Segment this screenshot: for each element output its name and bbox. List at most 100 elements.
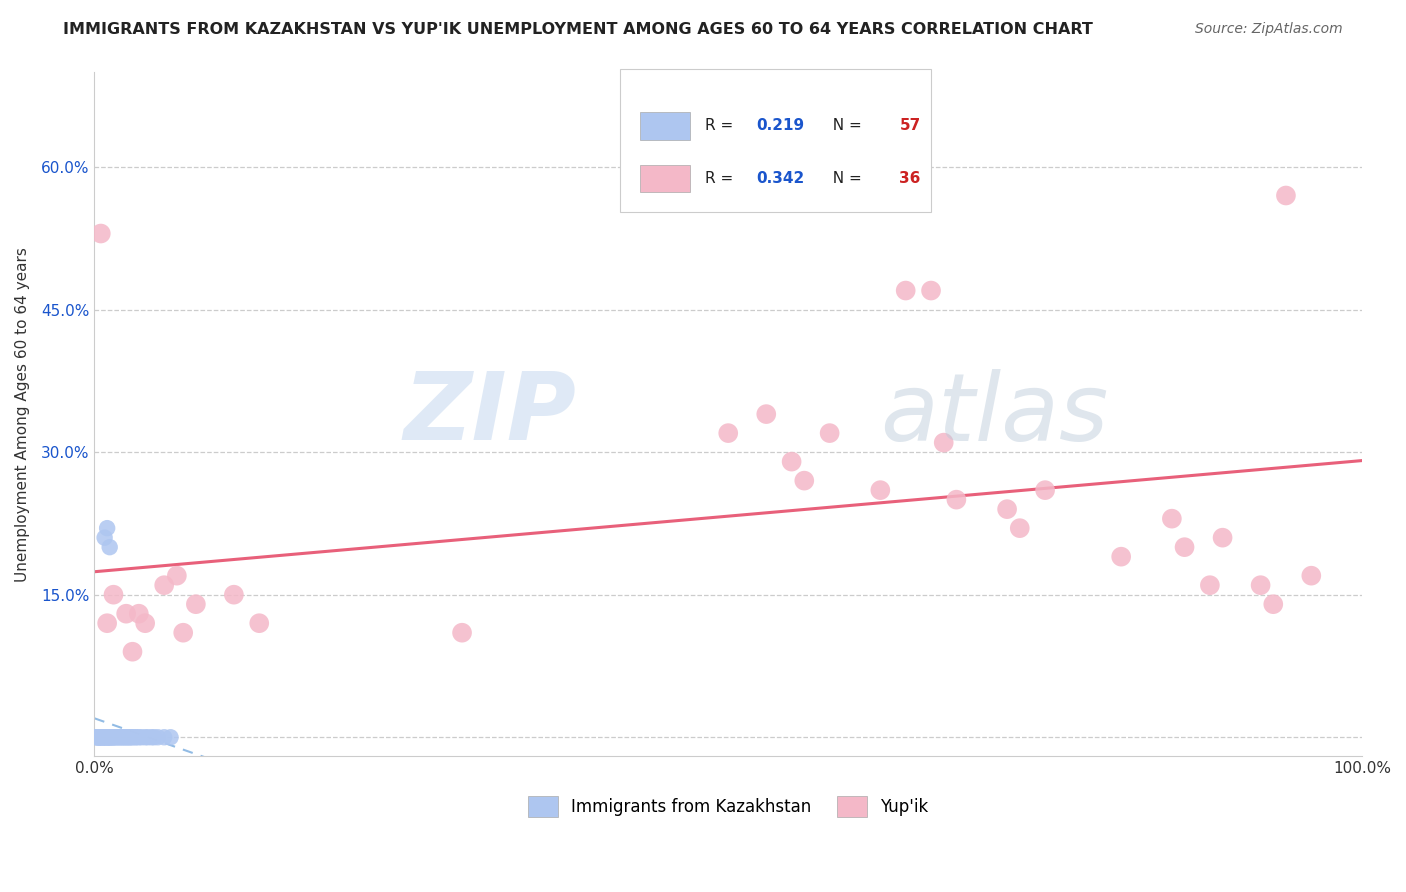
Point bbox=[93, 731, 115, 745]
Point bbox=[89, 731, 111, 745]
Point bbox=[793, 474, 815, 488]
Text: R =: R = bbox=[706, 170, 738, 186]
Point bbox=[818, 426, 841, 441]
Point bbox=[93, 731, 115, 745]
Point bbox=[114, 731, 136, 745]
FancyBboxPatch shape bbox=[640, 112, 690, 139]
Point bbox=[112, 731, 135, 745]
Point bbox=[91, 731, 114, 745]
Point bbox=[97, 731, 120, 745]
Point bbox=[84, 731, 107, 745]
Point bbox=[103, 588, 125, 602]
Point bbox=[98, 731, 121, 745]
Point bbox=[120, 731, 142, 745]
Point bbox=[894, 284, 917, 298]
Point bbox=[93, 531, 115, 545]
Point bbox=[100, 731, 122, 745]
Point bbox=[121, 645, 143, 659]
Point bbox=[1250, 578, 1272, 592]
Point bbox=[93, 731, 115, 745]
Point bbox=[94, 731, 117, 745]
Point bbox=[1033, 483, 1056, 497]
Point bbox=[717, 426, 740, 441]
Text: R =: R = bbox=[706, 119, 738, 133]
Point bbox=[141, 731, 163, 745]
Point bbox=[184, 597, 207, 611]
Point bbox=[86, 731, 108, 745]
Point bbox=[108, 731, 131, 745]
Point bbox=[166, 568, 188, 582]
Text: 36: 36 bbox=[900, 170, 921, 186]
Point bbox=[98, 540, 121, 554]
Point bbox=[105, 731, 128, 745]
Text: ZIP: ZIP bbox=[404, 368, 576, 460]
Point bbox=[105, 731, 128, 745]
Point bbox=[134, 731, 156, 745]
Point bbox=[118, 731, 141, 745]
Point bbox=[143, 731, 166, 745]
Point bbox=[222, 588, 245, 602]
Point bbox=[153, 731, 176, 745]
Point bbox=[96, 731, 118, 745]
Point bbox=[1212, 531, 1234, 545]
Point bbox=[136, 731, 159, 745]
FancyBboxPatch shape bbox=[640, 164, 690, 192]
Point bbox=[1263, 597, 1285, 611]
Point bbox=[90, 731, 112, 745]
Point bbox=[87, 731, 110, 745]
Point bbox=[103, 731, 125, 745]
Point bbox=[945, 492, 967, 507]
Point bbox=[128, 607, 150, 621]
Text: atlas: atlas bbox=[880, 368, 1108, 459]
Point bbox=[111, 731, 134, 745]
Point bbox=[100, 731, 122, 745]
Point bbox=[87, 731, 110, 745]
Point bbox=[117, 731, 139, 745]
Point bbox=[125, 731, 148, 745]
Point bbox=[90, 227, 112, 241]
Point bbox=[96, 616, 118, 631]
Point bbox=[107, 731, 129, 745]
Text: N =: N = bbox=[824, 170, 868, 186]
Text: 0.342: 0.342 bbox=[756, 170, 804, 186]
Point bbox=[920, 284, 942, 298]
Point bbox=[86, 731, 108, 745]
Point bbox=[103, 731, 125, 745]
Point bbox=[247, 616, 270, 631]
Text: IMMIGRANTS FROM KAZAKHSTAN VS YUP'IK UNEMPLOYMENT AMONG AGES 60 TO 64 YEARS CORR: IMMIGRANTS FROM KAZAKHSTAN VS YUP'IK UNE… bbox=[63, 22, 1092, 37]
Point bbox=[128, 731, 150, 745]
Point bbox=[124, 731, 146, 745]
Point bbox=[94, 731, 117, 745]
Point bbox=[91, 731, 114, 745]
Legend: Immigrants from Kazakhstan, Yup'ik: Immigrants from Kazakhstan, Yup'ik bbox=[522, 789, 935, 823]
Point bbox=[96, 521, 118, 535]
Point bbox=[1109, 549, 1132, 564]
Point bbox=[1301, 568, 1323, 582]
Point bbox=[1008, 521, 1031, 535]
Point bbox=[172, 625, 194, 640]
Point bbox=[118, 731, 141, 745]
Point bbox=[153, 578, 176, 592]
Point bbox=[110, 731, 132, 745]
Text: N =: N = bbox=[824, 119, 868, 133]
FancyBboxPatch shape bbox=[620, 69, 931, 212]
Point bbox=[90, 731, 112, 745]
Point bbox=[869, 483, 891, 497]
Text: 0.219: 0.219 bbox=[756, 119, 804, 133]
Point bbox=[115, 607, 138, 621]
Point bbox=[1173, 540, 1195, 554]
Point bbox=[995, 502, 1018, 516]
Point bbox=[451, 625, 474, 640]
Point bbox=[932, 435, 955, 450]
Point bbox=[96, 731, 118, 745]
Point bbox=[131, 731, 153, 745]
Point bbox=[104, 731, 127, 745]
Point bbox=[121, 731, 143, 745]
Point bbox=[1199, 578, 1222, 592]
Point bbox=[89, 731, 111, 745]
Point bbox=[101, 731, 124, 745]
Point bbox=[159, 731, 181, 745]
Point bbox=[146, 731, 169, 745]
Point bbox=[755, 407, 778, 421]
Point bbox=[98, 731, 121, 745]
